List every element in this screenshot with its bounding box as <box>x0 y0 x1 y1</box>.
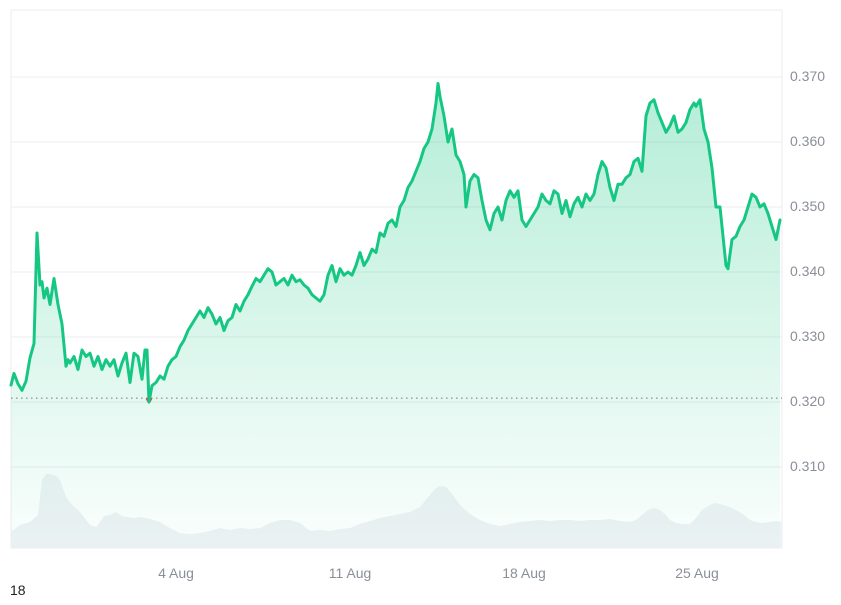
y-tick-label: 0.350 <box>790 198 826 214</box>
y-tick-label: 0.340 <box>790 263 826 279</box>
y-tick-label: 0.360 <box>790 133 826 149</box>
x-tick-label: 18 Aug <box>502 565 546 581</box>
corner-label: 18 <box>10 582 26 598</box>
y-tick-label: 0.330 <box>790 328 826 344</box>
x-tick-label: 25 Aug <box>675 565 719 581</box>
x-tick-label: 11 Aug <box>328 565 372 581</box>
y-tick-label: 0.370 <box>790 68 826 84</box>
price-line <box>9 82 782 404</box>
x-tick-label: 4 Aug <box>158 565 194 581</box>
y-tick-label: 0.320 <box>790 393 826 409</box>
y-tick-label: 0.310 <box>790 458 826 474</box>
